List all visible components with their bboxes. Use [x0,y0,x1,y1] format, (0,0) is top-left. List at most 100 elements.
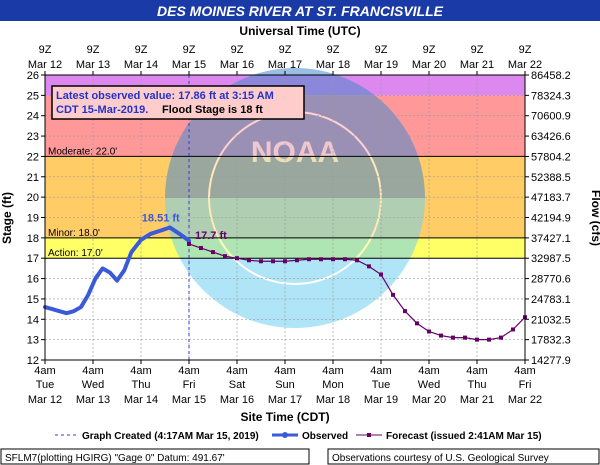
flow-tick-label: 52388.5 [531,172,571,184]
flow-tick-label: 57804.2 [531,151,571,163]
forecast-point [391,292,395,297]
forecast-point [415,321,419,326]
threshold-label: Moderate: 22.0' [48,146,117,157]
annotation-line1: Latest observed value: 17.86 ft at 3:15 … [56,90,274,102]
utc-tick-time: 9Z [375,44,388,56]
stage-tick-label: 25 [27,90,39,102]
legend: Graph Created (4:17AM Mar 15, 2019) Obse… [55,431,542,442]
utc-tick-date: Mar 13 [76,59,110,71]
top-axis-title: Universal Time (UTC) [239,24,360,38]
footer-credit: Observations courtesy of U.S. Geological… [332,453,549,464]
flow-tick-label: 70600.9 [531,111,571,123]
stage-tick-label: 12 [27,355,39,367]
utc-tick-date: Mar 19 [364,59,398,71]
stage-axis-ticks: 12 13 14 15 16 17 18 19 20 21 22 23 24 25 26 [27,70,45,367]
cdt-tick-date: Mar 19 [364,394,398,406]
forecast-point [451,335,455,340]
cdt-tick-date: Mar 21 [460,394,494,406]
utc-tick-time: 9Z [423,44,436,56]
stage-tick-label: 13 [27,335,39,347]
flow-axis-ticks: 14277.9 17832.3 21032.5 24783.1 28770.6 32987… [525,70,571,367]
forecast-point [403,309,407,314]
utc-tick-time: 9Z [183,44,196,56]
forecast-point [499,335,503,340]
cdt-tick-day: Tue [372,379,391,391]
cdt-tick-time: 4am [322,365,343,377]
forecast-point [511,327,515,332]
cdt-tick-time: 4am [274,365,295,377]
cdt-tick-day: Mon [322,379,343,391]
utc-axis-ticks: 9Z Mar 12 9Z Mar 13 9Z Mar 14 9Z Mar 15 9Z Mar 16… [28,44,542,75]
utc-tick-time: 9Z [279,44,292,56]
utc-tick-date: Mar 12 [28,59,62,71]
flow-tick-label: 37427.1 [531,233,571,245]
forecast-point [475,337,479,342]
cdt-tick-day: Tue [36,379,55,391]
chart-title: DES MOINES RIVER AT ST. FRANCISVILLE [157,3,444,19]
footer-datum: SFLM7(plotting HGIRG) "Gage 0" Datum: 49… [5,453,225,464]
forecast-point [235,256,239,261]
flood-thresholds: Moderate: 22.0' Minor: 18.0' Action: 17.0' [45,146,525,259]
cdt-tick-day: Fri [519,379,532,391]
stage-tick-label: 26 [27,70,39,82]
legend-forecast: Forecast (issued 2:41AM Mar 15) [386,431,542,442]
utc-tick-time: 9Z [135,44,148,56]
cdt-tick-day: Sat [229,379,246,391]
utc-tick-date: Mar 16 [220,59,254,71]
plot-frame [44,74,526,361]
cdt-tick-time: 4am [226,365,247,377]
threshold-label: Action: 17.0' [48,248,103,259]
stage-tick-label: 16 [27,274,39,286]
stage-tick-label: 18 [27,233,39,245]
cdt-tick-day: Wed [82,379,104,391]
flow-tick-label: 32987.5 [531,253,571,265]
cdt-axis-ticks: 4am Tue Mar 12 4am Wed Mar 13 4am Thu Mar 14 4am F… [28,360,542,406]
legend-observed-marker [282,432,288,438]
latest-label: 17.7 ft [195,230,227,242]
cdt-tick-time: 4am [82,365,103,377]
utc-tick-time: 9Z [87,44,100,56]
flow-tick-label: 21032.5 [531,314,571,326]
footer-left-box [0,448,310,465]
forecast-point [331,257,335,262]
stage-tick-label: 19 [27,213,39,225]
cdt-tick-time: 4am [34,365,55,377]
forecast-point [223,254,227,259]
footer-right-box [327,448,600,465]
cdt-tick-day: Wed [418,379,440,391]
cdt-tick-day: Sun [275,379,295,391]
flow-tick-label: 47183.7 [531,192,571,204]
utc-tick-date: Mar 17 [268,59,302,71]
flow-tick-label: 86458.2 [531,70,571,82]
bottom-axis-title: Site Time (CDT) [240,410,329,424]
forecast-point [259,259,263,264]
series-group [43,225,527,342]
utc-tick-date: Mar 20 [412,59,446,71]
flow-tick-label: 24783.1 [531,294,571,306]
cdt-tick-time: 4am [178,365,199,377]
stage-tick-label: 17 [27,253,39,265]
forecast-point [487,337,491,342]
utc-tick-date: Mar 18 [316,59,350,71]
cdt-tick-date: Mar 22 [508,394,542,406]
flow-tick-label: 42194.9 [531,213,571,225]
forecast-point [355,258,359,263]
forecast-point [247,258,251,263]
cdt-tick-day: Fri [183,379,196,391]
forecast-point [271,259,275,264]
forecast-point [367,264,371,269]
forecast-point [187,241,191,246]
annotation-line2b: Flood Stage is 18 ft [162,104,263,116]
stage-tick-label: 21 [27,172,39,184]
annotation-box [51,85,305,120]
cdt-tick-day: Thu [132,379,151,391]
cdt-tick-time: 4am [370,365,391,377]
y-axis-title-right: Flow (cfs) [589,190,600,246]
flow-tick-label: 78324.3 [531,90,571,102]
forecast-point [343,257,347,262]
utc-tick-time: 9Z [519,44,532,56]
forecast-point [427,329,431,334]
peak-label: 18.51 ft [142,212,180,224]
utc-tick-date: Mar 21 [460,59,494,71]
